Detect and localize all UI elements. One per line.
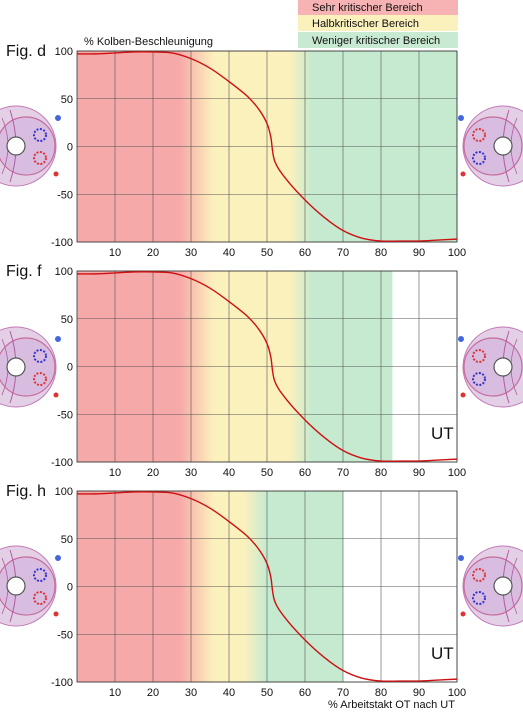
x-tick-label: 40 — [223, 467, 235, 479]
y-tick-label: 50 — [61, 534, 73, 546]
x-tick-label: 80 — [375, 687, 387, 699]
right-engine-diagram-icon — [0, 545, 61, 627]
left-engine-diagram-icon — [458, 326, 523, 408]
y-tick-label: -100 — [51, 457, 73, 469]
x-tick-label: 20 — [147, 687, 159, 699]
y-tick-label: -100 — [51, 237, 73, 249]
x-tick-label: 90 — [413, 467, 425, 479]
x-tick-label: 70 — [337, 687, 349, 699]
x-tick-label: 100 — [448, 467, 466, 479]
x-tick-label: 20 — [147, 467, 159, 479]
legend-swatch-semi — [298, 15, 458, 31]
x-tick-label: 70 — [337, 467, 349, 479]
x-tick-label: 90 — [413, 687, 425, 699]
plot-frame — [76, 490, 458, 683]
y-tick-label: -50 — [57, 629, 73, 641]
x-axis-label: % Arbeitstakt OT nach UT — [328, 699, 455, 711]
x-tick-label: 10 — [109, 467, 121, 479]
y-tick-label: -50 — [57, 189, 73, 201]
left-engine-diagram-icon — [458, 545, 523, 627]
panel-h-ut-label: UT — [431, 644, 454, 663]
y-tick-label: 0 — [67, 142, 73, 154]
legend-label-critical: Sehr kritischer Bereich — [312, 2, 423, 14]
x-tick-label: 60 — [299, 247, 311, 259]
y-tick-label: 0 — [67, 362, 73, 374]
chart-panel-1: 100 50 0 -50 -100 10 20 30 40 50 60 70 80 90 100 — [51, 46, 466, 259]
x-tick-label: 50 — [261, 247, 273, 259]
y-tick-label: 100 — [55, 266, 73, 278]
x-tick-label: 40 — [223, 247, 235, 259]
legend-label-less: Weniger kritischer Bereich — [312, 35, 440, 47]
y-tick-label: 100 — [55, 486, 73, 498]
figure-label-d: Fig. d — [6, 43, 46, 60]
legend-label-semi: Halbkritischer Bereich — [312, 18, 419, 30]
x-tick-label: 60 — [299, 467, 311, 479]
acceleration-curve — [76, 271, 458, 462]
right-engine-diagram-icon — [0, 326, 61, 408]
x-tick-label: 30 — [185, 247, 197, 259]
x-tick-label: 50 — [261, 467, 273, 479]
x-tick-label: 40 — [223, 687, 235, 699]
acceleration-curve — [76, 51, 458, 242]
chart-panel-3: 100 50 0 -50 -100 10 20 30 40 50 60 70 80 90 100 — [51, 486, 466, 699]
x-tick-label: 90 — [413, 247, 425, 259]
engine-diagrams — [0, 105, 523, 627]
x-tick-label: 30 — [185, 687, 197, 699]
y-tick-label: 0 — [67, 582, 73, 594]
y-axis-label: % Kolben-Beschleunigung — [84, 36, 213, 48]
y-tick-label: 100 — [55, 46, 73, 58]
x-tick-label: 20 — [147, 247, 159, 259]
x-tick-label: 10 — [109, 247, 121, 259]
x-tick-label: 10 — [109, 687, 121, 699]
x-tick-label: 30 — [185, 467, 197, 479]
y-tick-label: -100 — [51, 677, 73, 689]
figure-label-f: Fig. f — [6, 263, 42, 280]
acceleration-curve — [76, 491, 458, 682]
legend: Sehr kritischer Bereich Halbkritischer B… — [298, 0, 458, 48]
legend-swatch-less — [298, 32, 458, 48]
y-tick-label: 50 — [61, 94, 73, 106]
x-tick-label: 70 — [337, 247, 349, 259]
x-tick-label: 80 — [375, 467, 387, 479]
chart-panel-2: 100 50 0 -50 -100 10 20 30 40 50 60 70 80 90 100 — [51, 266, 466, 479]
x-tick-label: 100 — [448, 687, 466, 699]
y-tick-label: -50 — [57, 409, 73, 421]
x-tick-label: 100 — [448, 247, 466, 259]
plot-frame — [76, 50, 458, 243]
figure-label-h: Fig. h — [6, 483, 46, 500]
y-tick-label: 50 — [61, 314, 73, 326]
plot-frame — [76, 270, 458, 463]
x-tick-label: 80 — [375, 247, 387, 259]
legend-swatch-critical — [298, 0, 458, 15]
left-engine-diagram-icon — [458, 105, 523, 187]
x-tick-label: 60 — [299, 687, 311, 699]
panel-f-ut-label: UT — [431, 424, 454, 443]
right-engine-diagram-icon — [0, 105, 61, 187]
x-tick-label: 50 — [261, 687, 273, 699]
